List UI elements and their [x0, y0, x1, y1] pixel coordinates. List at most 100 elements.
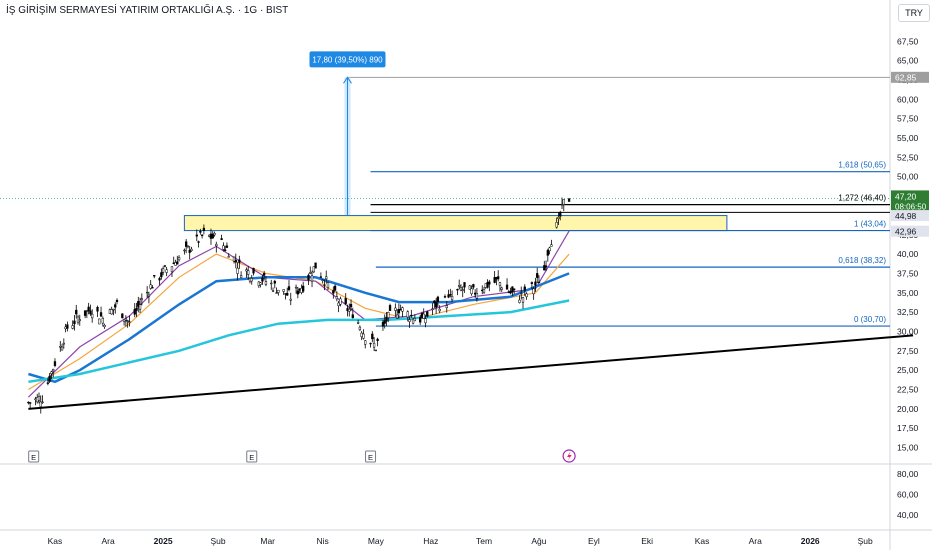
candle-body[interactable] [197, 241, 200, 243]
candle-body[interactable] [252, 268, 255, 274]
candle-body[interactable] [307, 274, 310, 281]
candle-body[interactable] [185, 241, 188, 247]
candle-body[interactable] [468, 285, 471, 290]
candle-body[interactable] [406, 311, 409, 318]
candle-body[interactable] [232, 256, 236, 262]
candle-body[interactable] [387, 312, 390, 318]
currency-button[interactable]: TRY [898, 4, 930, 22]
candle-body[interactable] [470, 288, 473, 295]
candle-body[interactable] [422, 313, 425, 319]
candle-body[interactable] [332, 290, 335, 294]
earnings-event-marker[interactable] [28, 450, 40, 463]
candle-body[interactable] [46, 382, 50, 384]
resistance-zone[interactable] [183, 215, 728, 232]
candle-body[interactable] [424, 318, 427, 324]
candle-body[interactable] [273, 280, 276, 284]
candle-body[interactable] [525, 293, 528, 298]
candle-body[interactable] [87, 306, 90, 312]
candle-body[interactable] [183, 249, 186, 252]
candle-body[interactable] [458, 285, 461, 287]
candle-body[interactable] [227, 256, 230, 258]
candle-body[interactable] [532, 288, 535, 295]
candle-body[interactable] [385, 316, 388, 322]
candle-body[interactable] [163, 265, 167, 267]
candle-body[interactable] [333, 285, 337, 291]
candle-body[interactable] [397, 308, 401, 314]
candle-body[interactable] [463, 282, 466, 288]
candle-body[interactable] [78, 319, 81, 321]
candle-body[interactable] [543, 265, 546, 271]
candle-body[interactable] [349, 303, 353, 308]
candle-body[interactable] [222, 245, 225, 250]
candle-body[interactable] [121, 313, 124, 319]
candle-body[interactable] [314, 262, 317, 269]
candle-body[interactable] [548, 247, 551, 252]
candle-body[interactable] [509, 291, 512, 294]
candle-body[interactable] [557, 216, 560, 219]
candle-body[interactable] [544, 265, 548, 267]
candle-body[interactable] [53, 361, 57, 366]
candle-body[interactable] [149, 284, 152, 289]
candle-body[interactable] [488, 281, 491, 285]
candle-body[interactable] [138, 304, 142, 310]
candle-body[interactable] [103, 325, 106, 328]
candle-body[interactable] [461, 289, 464, 291]
candle-body[interactable] [115, 299, 119, 302]
candle-body[interactable] [264, 281, 268, 285]
candle-body[interactable] [362, 333, 365, 339]
candle-body[interactable] [431, 308, 434, 310]
candle-body[interactable] [89, 310, 92, 315]
candle-body[interactable] [475, 293, 479, 299]
candle-body[interactable] [114, 304, 117, 308]
candle-body[interactable] [50, 371, 53, 374]
candle-body[interactable] [202, 227, 206, 231]
candle-body[interactable] [498, 282, 502, 286]
candle-body[interactable] [536, 273, 539, 278]
candle-body[interactable] [96, 306, 99, 312]
candle-body[interactable] [287, 286, 291, 291]
candle-body[interactable] [310, 275, 314, 282]
candle-body[interactable] [177, 257, 181, 261]
candle-body[interactable] [555, 221, 558, 228]
candle-body[interactable] [188, 249, 191, 253]
candle-body[interactable] [339, 298, 342, 305]
candle-body[interactable] [433, 300, 436, 304]
candle-body[interactable] [153, 275, 156, 277]
candle-body[interactable] [326, 282, 330, 289]
candle-body[interactable] [364, 340, 367, 345]
candle-body[interactable] [140, 298, 143, 301]
candle-body[interactable] [450, 296, 454, 301]
candle-body[interactable] [518, 299, 521, 303]
candle-body[interactable] [294, 286, 298, 289]
candle-body[interactable] [271, 290, 275, 292]
candle-body[interactable] [165, 269, 168, 273]
candle-body[interactable] [200, 234, 204, 237]
candle-body[interactable] [520, 292, 523, 295]
candle-body[interactable] [220, 238, 223, 240]
candle-body[interactable] [505, 284, 509, 290]
candle-body[interactable] [351, 314, 354, 319]
candle-body[interactable] [419, 317, 422, 323]
candle-body[interactable] [147, 294, 151, 297]
candle-body[interactable] [289, 298, 292, 301]
candle-body[interactable] [135, 308, 138, 311]
candle-body[interactable] [426, 311, 429, 317]
candle-body[interactable] [160, 272, 163, 278]
candle-body[interactable] [282, 289, 285, 292]
candle-body[interactable] [211, 233, 214, 239]
candle-body[interactable] [413, 318, 417, 322]
candle-body[interactable] [436, 296, 440, 302]
candle-body[interactable] [383, 320, 386, 324]
candle-body[interactable] [312, 266, 315, 273]
candle-body[interactable] [263, 273, 266, 276]
candle-body[interactable] [335, 296, 339, 300]
candle-body[interactable] [146, 291, 149, 294]
candle-body[interactable] [137, 301, 140, 307]
candle-body[interactable] [358, 326, 362, 331]
candle-body[interactable] [224, 249, 227, 251]
candle-body[interactable] [438, 308, 441, 312]
candle-body[interactable] [325, 276, 328, 280]
candle-body[interactable] [323, 284, 326, 286]
candle-body[interactable] [286, 292, 289, 296]
candle-body[interactable] [71, 325, 74, 329]
